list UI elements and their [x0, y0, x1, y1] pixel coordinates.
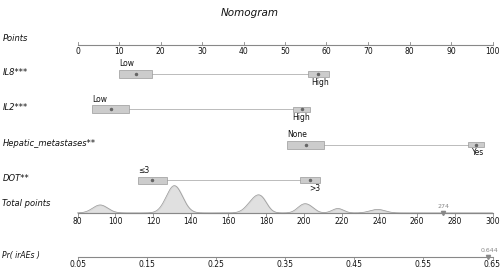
Text: 120: 120 [146, 217, 160, 226]
Text: 0.55: 0.55 [415, 260, 432, 269]
Text: Low: Low [119, 59, 134, 68]
Text: 70: 70 [363, 47, 373, 56]
Bar [300, 177, 320, 183]
Text: 0.45: 0.45 [346, 260, 362, 269]
Text: 160: 160 [221, 217, 236, 226]
Text: 0.15: 0.15 [138, 260, 155, 269]
Text: 100: 100 [108, 217, 122, 226]
Text: 0.25: 0.25 [208, 260, 224, 269]
Text: 80: 80 [72, 217, 83, 226]
Text: 220: 220 [334, 217, 349, 226]
Text: 10: 10 [114, 47, 124, 56]
Text: High: High [292, 113, 310, 122]
Text: ≤3: ≤3 [138, 166, 149, 175]
Text: 100: 100 [485, 47, 500, 56]
Text: IL8***: IL8*** [2, 68, 28, 77]
Text: 0.65: 0.65 [484, 260, 500, 269]
Text: 90: 90 [446, 47, 456, 56]
Text: 0.644: 0.644 [481, 248, 498, 253]
Text: Yes: Yes [472, 149, 484, 158]
Text: 40: 40 [238, 47, 248, 56]
Text: 60: 60 [322, 47, 332, 56]
Bar [119, 70, 152, 78]
Bar [138, 177, 166, 184]
Text: 50: 50 [280, 47, 290, 56]
Text: 0: 0 [75, 47, 80, 56]
Text: 20: 20 [156, 47, 166, 56]
Text: >3: >3 [309, 184, 320, 193]
Text: 200: 200 [296, 217, 311, 226]
Bar [468, 142, 484, 147]
Text: Total points: Total points [2, 199, 51, 208]
Bar [308, 70, 328, 77]
Text: Pr( irAEs ): Pr( irAEs ) [2, 251, 40, 260]
Text: 180: 180 [259, 217, 274, 226]
Text: 280: 280 [448, 217, 462, 226]
Text: Points: Points [2, 34, 28, 43]
Text: 140: 140 [184, 217, 198, 226]
Bar [287, 141, 325, 149]
Text: Hepatic_metastases**: Hepatic_metastases** [2, 139, 96, 148]
Text: Low: Low [92, 95, 107, 104]
Text: High: High [311, 78, 328, 87]
Text: DOT**: DOT** [2, 174, 29, 183]
Text: 300: 300 [485, 217, 500, 226]
Text: None: None [287, 130, 307, 139]
Text: 0.05: 0.05 [69, 260, 86, 269]
Text: 30: 30 [197, 47, 207, 56]
Bar [92, 105, 130, 113]
Text: IL2***: IL2*** [2, 103, 28, 112]
Text: 260: 260 [410, 217, 424, 226]
Text: Nomogram: Nomogram [221, 8, 279, 18]
Bar [294, 107, 310, 112]
Text: 274: 274 [438, 204, 450, 209]
Text: 0.35: 0.35 [276, 260, 293, 269]
Text: 80: 80 [404, 47, 414, 56]
Text: 240: 240 [372, 217, 386, 226]
